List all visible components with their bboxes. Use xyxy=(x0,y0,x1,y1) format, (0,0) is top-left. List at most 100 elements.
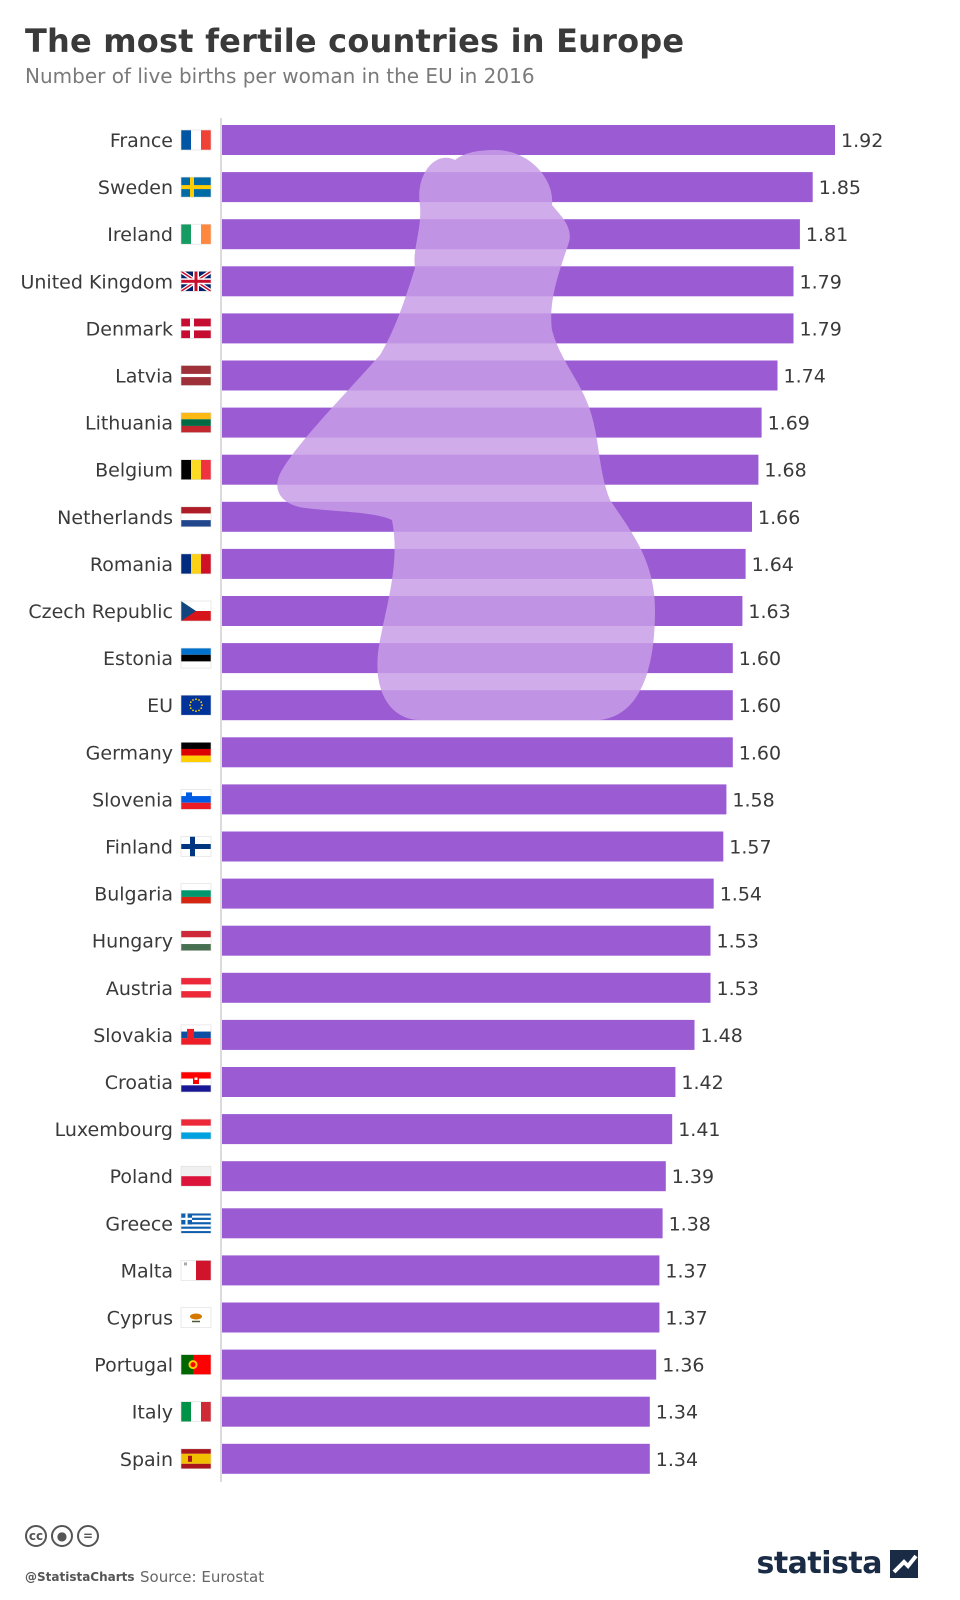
value-label: 1.36 xyxy=(662,1355,704,1377)
bar xyxy=(222,831,724,862)
nd-icon: = xyxy=(77,1525,99,1547)
category-label: Slovenia xyxy=(92,789,173,811)
bulgaria-flag-icon xyxy=(180,883,212,904)
netherlands-flag-icon xyxy=(180,506,212,528)
poland-flag-icon xyxy=(180,1165,212,1187)
ireland-flag-icon xyxy=(180,223,212,245)
bar xyxy=(222,1114,673,1145)
value-label: 1.39 xyxy=(672,1166,714,1188)
value-label: 1.58 xyxy=(732,789,774,811)
category-label: Greece xyxy=(105,1213,173,1235)
category-label: Luxembourg xyxy=(55,1119,173,1141)
bar-chart: France Sweden Ireland United Kingdom Denmark… xyxy=(20,118,884,1482)
germany-flag-icon xyxy=(180,741,212,763)
category-label: Netherlands xyxy=(57,507,173,529)
category-label: Slovakia xyxy=(93,1025,173,1047)
slovakia-flag-icon xyxy=(180,1024,212,1046)
value-label: 1.57 xyxy=(729,837,771,859)
category-label: Latvia xyxy=(115,366,173,388)
bar xyxy=(222,737,733,768)
value-label: 1.60 xyxy=(739,648,781,670)
bar xyxy=(222,1255,660,1286)
category-label: Austria xyxy=(106,978,173,1000)
category-label: Estonia xyxy=(103,648,173,670)
bar xyxy=(222,1208,663,1239)
eu-flag-icon xyxy=(180,694,212,716)
value-label: 1.79 xyxy=(800,271,842,293)
czech-republic-flag-icon xyxy=(180,600,212,622)
bar xyxy=(222,1443,650,1474)
value-label: 1.37 xyxy=(665,1260,707,1282)
category-label: Cyprus xyxy=(107,1308,173,1330)
social-handle: @StatistaCharts xyxy=(25,1570,135,1584)
pregnant-woman-silhouette-icon xyxy=(277,150,655,720)
category-label: Denmark xyxy=(86,318,173,340)
bar xyxy=(222,1161,666,1192)
category-label: Malta xyxy=(121,1260,173,1282)
bar xyxy=(222,925,711,956)
chart-subtitle: Number of live births per woman in the E… xyxy=(25,64,535,88)
value-label: 1.81 xyxy=(806,224,848,246)
category-label: France xyxy=(110,130,173,152)
bar xyxy=(222,972,711,1003)
value-label: 1.63 xyxy=(748,601,790,623)
bar xyxy=(222,878,714,909)
category-label: Germany xyxy=(86,742,173,764)
by-icon: ● xyxy=(51,1525,73,1547)
category-label: Ireland xyxy=(107,224,173,246)
value-label: 1.68 xyxy=(764,460,806,482)
category-label: Poland xyxy=(110,1166,173,1188)
category-label: Finland xyxy=(105,837,173,859)
denmark-flag-icon xyxy=(180,318,212,339)
category-label: Hungary xyxy=(92,931,173,953)
value-label: 1.42 xyxy=(681,1072,723,1094)
value-label: 1.92 xyxy=(841,130,883,152)
category-label: Lithuania xyxy=(85,413,173,435)
category-label: Croatia xyxy=(105,1072,173,1094)
malta-flag-icon xyxy=(180,1260,212,1281)
category-label: Spain xyxy=(120,1449,173,1471)
value-label: 1.48 xyxy=(701,1025,743,1047)
category-label: Italy xyxy=(132,1402,173,1424)
bar xyxy=(222,1302,660,1333)
category-label: Bulgaria xyxy=(94,884,173,906)
bar xyxy=(222,1019,695,1050)
license-icons: cc ● = xyxy=(25,1525,99,1547)
value-label: 1.53 xyxy=(717,931,759,953)
category-label: EU xyxy=(147,695,173,717)
sweden-flag-icon xyxy=(180,176,212,198)
category-label: Belgium xyxy=(95,460,173,482)
lithuania-flag-icon xyxy=(180,412,212,433)
bar xyxy=(222,1396,650,1427)
value-label: 1.38 xyxy=(669,1213,711,1235)
luxembourg-flag-icon xyxy=(180,1118,212,1140)
category-labels: France Sweden Ireland United Kingdom Denmark… xyxy=(20,130,173,1471)
value-label: 1.54 xyxy=(720,884,762,906)
value-label: 1.60 xyxy=(739,742,781,764)
latvia-flag-icon xyxy=(180,365,212,386)
value-labels: 1.92 1.85 1.81 1.79 1.79 1.74 1.69 1.68 1.66 1.64… xyxy=(656,130,884,1471)
value-label: 1.66 xyxy=(758,507,800,529)
slovenia-flag-icon xyxy=(180,789,212,810)
category-label: Portugal xyxy=(94,1355,173,1377)
cyprus-flag-icon xyxy=(180,1307,212,1328)
france-flag-icon xyxy=(180,129,212,151)
brand-logo: statista xyxy=(756,1546,918,1581)
category-label: United Kingdom xyxy=(20,271,173,293)
italy-flag-icon xyxy=(180,1401,212,1422)
portugal-flag-icon xyxy=(180,1354,212,1375)
romania-flag-icon xyxy=(180,553,212,575)
value-label: 1.69 xyxy=(768,413,810,435)
hungary-flag-icon xyxy=(180,930,212,952)
spain-flag-icon xyxy=(180,1448,212,1470)
value-label: 1.85 xyxy=(819,177,861,199)
value-label: 1.37 xyxy=(665,1308,707,1330)
value-label: 1.74 xyxy=(784,366,826,388)
estonia-flag-icon xyxy=(180,647,212,669)
greece-flag-icon xyxy=(180,1213,212,1234)
category-label: Romania xyxy=(90,554,173,576)
cc-icon: cc xyxy=(25,1525,47,1547)
value-label: 1.53 xyxy=(717,978,759,1000)
value-label: 1.41 xyxy=(678,1119,720,1141)
